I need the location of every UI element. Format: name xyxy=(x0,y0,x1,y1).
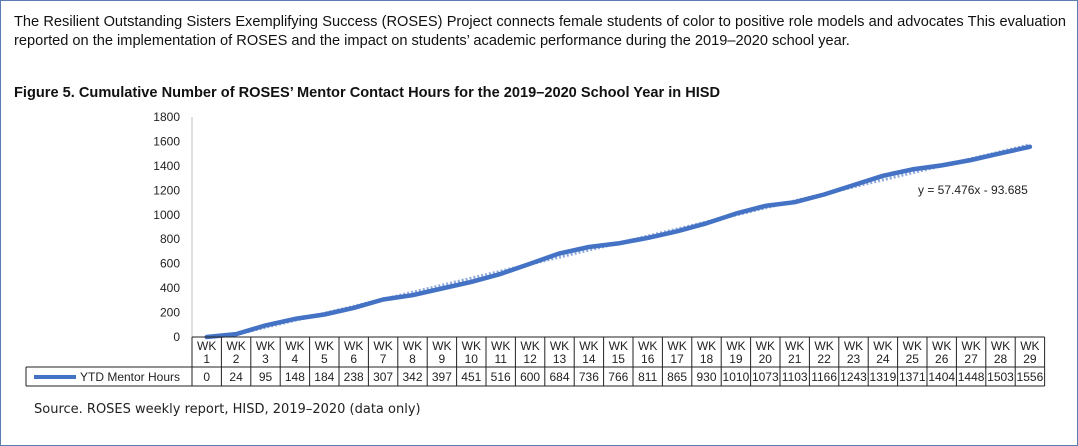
x-category-label: WK 15 xyxy=(609,339,628,366)
data-value-label: 1503 xyxy=(987,370,1014,384)
data-value-label: 397 xyxy=(432,370,452,384)
x-category-label: WK 29 xyxy=(1020,339,1039,366)
data-value-label: 0 xyxy=(203,370,210,384)
data-value-label: 95 xyxy=(259,370,273,384)
x-category-label: WK 17 xyxy=(667,339,686,366)
x-category-label: WK 20 xyxy=(756,339,775,366)
data-value-label: 600 xyxy=(520,370,540,384)
data-value-label: 1448 xyxy=(958,370,985,384)
data-value-label: 811 xyxy=(638,370,657,384)
y-tick-label: 1800 xyxy=(153,110,180,124)
x-category-label: WK 9 xyxy=(432,339,451,366)
x-category-label: WK 7 xyxy=(373,339,392,366)
y-tick-label: 1600 xyxy=(153,134,180,148)
y-tick-label: 1200 xyxy=(153,183,180,197)
x-category-label: WK 23 xyxy=(844,339,863,366)
data-value-label: 342 xyxy=(402,370,422,384)
x-category-label: WK 16 xyxy=(638,339,657,366)
data-value-label: 1243 xyxy=(840,370,867,384)
data-value-label: 451 xyxy=(461,370,481,384)
x-category-label: WK 13 xyxy=(550,339,569,366)
data-value-label: 1319 xyxy=(870,370,897,384)
x-category-label: WK 12 xyxy=(520,339,539,366)
figure-title: Figure 5. Cumulative Number of ROSES’ Me… xyxy=(14,85,721,101)
x-category-label: WK 21 xyxy=(785,339,804,366)
data-table: WK 1 WK 2 WK 3 WK 4 WK 5 WK 6 WK 7 WK 8 WK 9 WK 10 WK 11 WK 12 W… xyxy=(25,336,1046,387)
data-value-label: 184 xyxy=(314,370,334,384)
data-value-label: 1404 xyxy=(928,370,955,384)
data-value-label: 1556 xyxy=(1017,370,1044,384)
x-category-label: WK 24 xyxy=(873,339,892,366)
data-value-label: 307 xyxy=(373,370,393,384)
y-tick-label: 200 xyxy=(160,306,180,320)
x-category-label: WK 4 xyxy=(285,339,304,366)
x-category-label: WK 8 xyxy=(403,339,422,366)
data-value-label: 1371 xyxy=(899,370,926,384)
x-category-label: WK 10 xyxy=(462,339,481,366)
source-note: Source. ROSES weekly report, HISD, 2019–… xyxy=(34,402,421,417)
data-value-label: 1073 xyxy=(752,370,779,384)
data-value-label: 238 xyxy=(344,370,364,384)
x-category-label: WK 26 xyxy=(932,339,951,366)
data-value-label: 736 xyxy=(579,370,599,384)
data-value-label: 1010 xyxy=(723,370,750,384)
intro-paragraph: The Resilient Outstanding Sisters Exempl… xyxy=(14,14,1066,49)
trendline-equation: y = 57.476x - 93.685 xyxy=(918,183,1028,197)
data-value-label: 1166 xyxy=(811,370,837,384)
x-category-label: WK 5 xyxy=(315,339,334,366)
data-value-label: 684 xyxy=(549,370,569,384)
y-tick-label: 400 xyxy=(160,281,180,295)
data-value-label: 516 xyxy=(491,370,511,384)
data-value-label: 24 xyxy=(229,370,243,384)
x-category-label: WK 2 xyxy=(226,339,245,366)
x-category-label: WK 18 xyxy=(697,339,716,366)
x-category-label: WK 6 xyxy=(344,339,363,366)
x-category-label: WK 11 xyxy=(491,339,510,366)
y-tick-label: 0 xyxy=(173,330,180,344)
y-tick-label: 600 xyxy=(160,257,180,271)
data-value-label: 930 xyxy=(696,370,716,384)
data-value-label: 148 xyxy=(285,370,305,384)
y-tick-label: 1000 xyxy=(153,208,180,222)
legend-label: YTD Mentor Hours xyxy=(80,370,180,384)
y-tick-label: 800 xyxy=(160,232,180,246)
x-category-label: WK 22 xyxy=(814,339,833,366)
x-category-label: WK 14 xyxy=(579,339,598,366)
x-category-label: WK 1 xyxy=(197,339,216,366)
x-category-label: WK 27 xyxy=(961,339,980,366)
data-value-label: 865 xyxy=(667,370,687,384)
y-tick-label: 1400 xyxy=(153,159,180,173)
x-category-label: WK 25 xyxy=(903,339,922,366)
data-value-label: 766 xyxy=(608,370,628,384)
x-category-label: WK 19 xyxy=(726,339,745,366)
x-category-label: WK 3 xyxy=(256,339,275,366)
data-value-label: 1103 xyxy=(782,370,808,384)
y-axis: 0 200 400 600 800 1000 1200 1400 1600 1800 xyxy=(153,110,193,344)
x-category-label: WK 28 xyxy=(991,339,1010,366)
